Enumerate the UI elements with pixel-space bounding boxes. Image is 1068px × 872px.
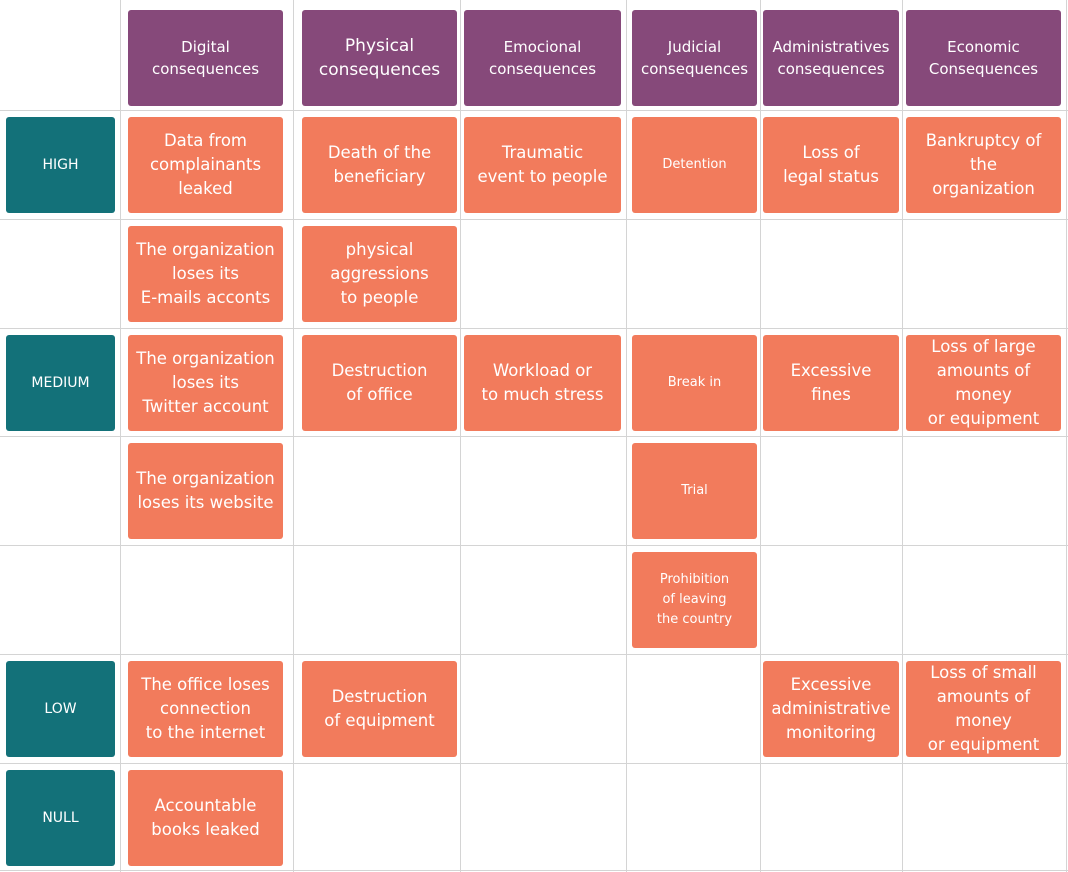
consequence-card: The organization loses its website — [128, 443, 283, 539]
header-physical-consequences: Physical consequences — [302, 10, 457, 106]
consequence-card: Traumatic event to people — [464, 117, 621, 213]
consequence-card: Trial — [632, 443, 757, 539]
consequence-card: The organization loses its Twitter accou… — [128, 335, 283, 431]
consequence-card: Bankruptcy of the organization — [906, 117, 1061, 213]
header-digital-consequences: Digital consequences — [128, 10, 283, 106]
consequence-card: Destruction of office — [302, 335, 457, 431]
level-medium: MEDIUM — [6, 335, 115, 431]
level-null: NULL — [6, 770, 115, 866]
consequence-card: The organization loses its E-mails accon… — [128, 226, 283, 322]
header-administrative-consequences: Administratives consequences — [763, 10, 899, 106]
consequence-card: Loss of legal status — [763, 117, 899, 213]
consequence-card: Data from complainants leaked — [128, 117, 283, 213]
consequence-card: Loss of small amounts of money or equipm… — [906, 661, 1061, 757]
consequence-card: Death of the beneficiary — [302, 117, 457, 213]
consequence-card: Loss of large amounts of money or equipm… — [906, 335, 1061, 431]
grid-line — [0, 110, 1068, 111]
consequence-card: Workload or to much stress — [464, 335, 621, 431]
consequence-card: Prohibition of leaving the country — [632, 552, 757, 648]
header-emotional-consequences: Emocional consequences — [464, 10, 621, 106]
grid-line — [0, 219, 1068, 220]
grid-line — [0, 870, 1068, 871]
consequence-card: Excessive fines — [763, 335, 899, 431]
consequence-card: Excessive administrative monitoring — [763, 661, 899, 757]
consequence-card: Destruction of equipment — [302, 661, 457, 757]
consequence-card: Accountable books leaked — [128, 770, 283, 866]
header-judicial-consequences: Judicial consequences — [632, 10, 757, 106]
consequence-card: Detention — [632, 117, 757, 213]
consequence-card: The office loses connection to the inter… — [128, 661, 283, 757]
grid-line — [0, 763, 1068, 764]
grid-line — [0, 545, 1068, 546]
consequence-card: Break in — [632, 335, 757, 431]
grid-line — [0, 328, 1068, 329]
grid-line — [0, 436, 1068, 437]
grid-line — [0, 654, 1068, 655]
header-economic-consequences: Economic Consequences — [906, 10, 1061, 106]
consequence-card: physical aggressions to people — [302, 226, 457, 322]
level-high: HIGH — [6, 117, 115, 213]
level-low: LOW — [6, 661, 115, 757]
